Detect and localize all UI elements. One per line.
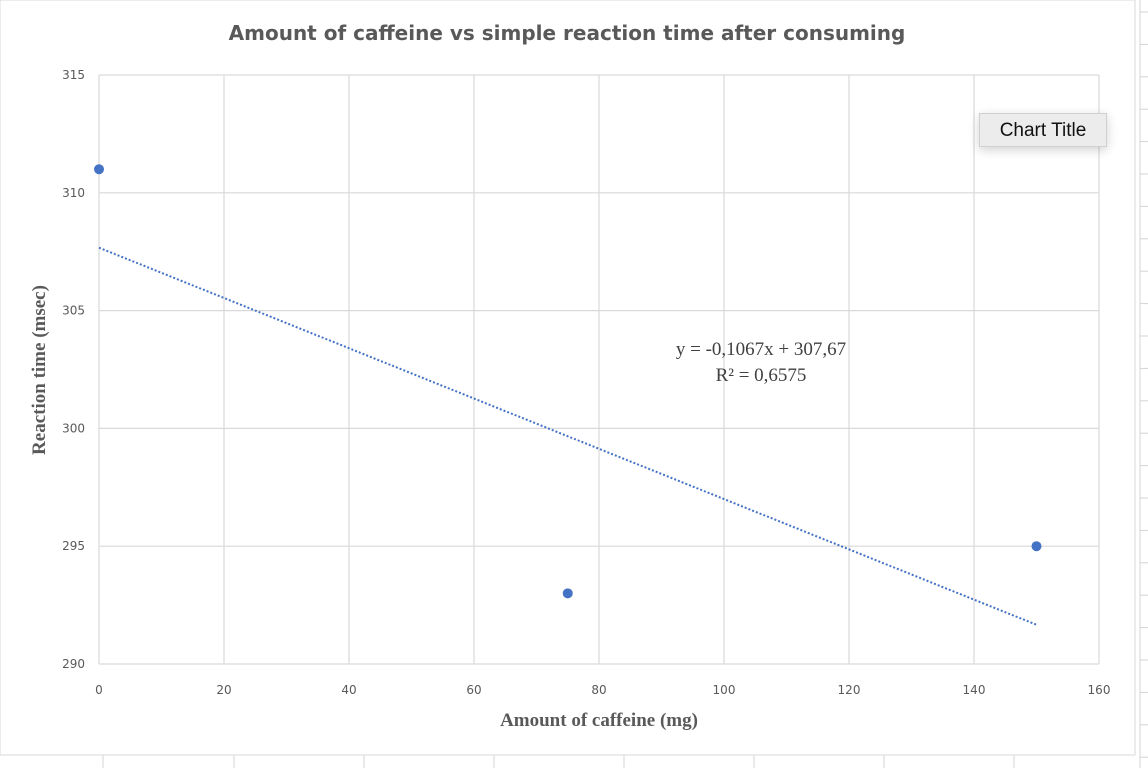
data-point[interactable] (94, 164, 104, 175)
x-tick-label: 20 (216, 683, 231, 697)
y-tick-label: 305 (62, 304, 85, 318)
y-tick-label: 310 (62, 186, 85, 200)
x-tick-label: 100 (713, 683, 736, 697)
x-tick-label: 140 (963, 683, 986, 697)
gridlines (98, 74, 1100, 665)
x-tick-label: 40 (341, 683, 356, 697)
y-axis-label[interactable]: Reaction time (msec) (29, 285, 50, 455)
x-tick-label: 80 (591, 683, 606, 697)
chart-area[interactable] (0, 0, 1136, 756)
x-tick-label: 60 (466, 683, 481, 697)
data-points (94, 164, 1042, 599)
chart-title-button[interactable]: Chart Title (979, 113, 1107, 147)
chart-title[interactable]: Amount of caffeine vs simple reaction ti… (229, 21, 906, 45)
trendline-equation[interactable]: y = -0,1067x + 307,67 (676, 339, 846, 360)
data-point[interactable] (1031, 541, 1042, 552)
y-tick-label: 300 (62, 421, 85, 435)
x-tick-label: 160 (1088, 683, 1111, 697)
y-tick-label: 315 (62, 68, 85, 82)
trendline[interactable] (98, 246, 1037, 626)
y-tick-label: 295 (62, 539, 85, 553)
x-tick-label: 0 (95, 683, 103, 697)
trendline-r2[interactable]: R² = 0,6575 (716, 365, 807, 386)
tick-labels: 0 20 40 60 80 100 120 140 160 290 295 300 305 310 315 (62, 68, 1110, 697)
x-axis-label[interactable]: Amount of caffeine (mg) (500, 710, 698, 731)
trendline-group (98, 246, 1037, 626)
y-tick-label: 290 (62, 657, 85, 671)
data-point[interactable] (562, 588, 573, 599)
x-tick-label: 120 (838, 683, 861, 697)
